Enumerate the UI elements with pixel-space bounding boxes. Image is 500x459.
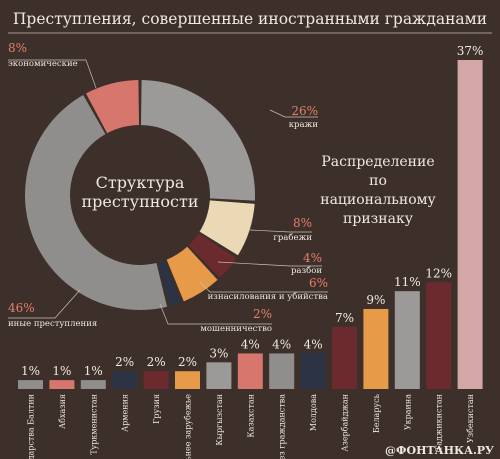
bar [80,380,106,389]
bar-chart: 1% государства Балтии 1% Абхазия 1% Туркменис… [18,44,483,459]
bar-category-label: государства Балтии [27,394,36,459]
bar-value-label: 2% [178,355,197,369]
bar-title-line-1: Распределение [321,154,434,170]
donut-slice-pct: 2% [253,307,272,321]
donut-center-label-line-1: Структура [96,173,185,192]
donut-slice [25,95,168,310]
bar-category-label: Беларусь [372,393,381,433]
bar [457,60,483,389]
donut-labels: 26% кражи 8% грабежи 4%разбои6%изнасилования… [8,41,328,334]
main-title: Преступления, совершенные иностранными г… [13,10,487,28]
bar-value-label: 11% [394,275,421,289]
donut-slice [140,80,255,201]
bar-category-label: Армения [121,394,130,432]
bar-value-label: 1% [52,364,71,378]
bar-category-label: Молдова [309,394,318,431]
bar [332,326,357,389]
bar-value-label: 3% [209,346,228,360]
bar-category-label: дальнее зарубежье [184,394,193,459]
bar-value-label: 7% [335,311,354,325]
donut-slice-label: грабежи [273,232,312,243]
donut-slice-pct: 8% [8,41,27,55]
bar-value-label: 9% [366,293,385,307]
donut-slice-pct: 6% [309,276,328,290]
donut-slice-pct: 4% [303,251,322,265]
donut-slice-label: экономические [8,59,78,69]
bar [237,353,263,389]
bar-title-line-4: признаку [343,211,414,227]
donut-slice [86,80,140,134]
bar-value-label: 37% [457,44,484,58]
bar-value-label: 2% [115,355,134,369]
bar-title-line-3: национальному [320,192,436,208]
watermark: @ФОНТАНКА.РУ [385,444,494,457]
donut-slice-label: кражи [289,120,319,130]
bar [269,353,295,389]
bar [394,291,420,389]
bar-category-label: Азербайджан [341,394,350,452]
donut-slice-label: разбои [291,265,322,276]
bar-category-label: Таджикистан [435,394,444,451]
bar-category-label: Казахстан [246,394,255,438]
donut-center-label-line-2: преступности [81,192,198,211]
donut-leader-line [8,289,81,319]
bar [18,380,43,389]
bar [363,308,389,389]
bar-category-label: Узбекистан [466,394,475,443]
donut-chart [25,80,255,310]
bar-category-label: Грузия [152,394,161,424]
donut-slice-label: изнасилования и убийства [208,291,328,302]
donut-leader-line [159,303,272,325]
bar [112,371,138,389]
bar-value-label: 4% [241,337,260,351]
bar [175,371,200,389]
donut-leader-line [199,281,328,293]
bar-title-line-2: по [369,173,387,189]
donut-slice-pct: 46% [8,301,35,315]
donut-slice-label: мошенничество [200,324,272,334]
bar-value-label: 4% [304,337,323,351]
bar [426,282,452,389]
bar [206,362,232,389]
donut-leader-line [249,229,312,233]
bar-category-label: Украина [403,394,412,430]
bar [143,371,169,389]
donut-slice-pct: 26% [291,104,318,118]
donut-slice [188,233,237,278]
bar-category-label: Кыргызстан [215,394,224,446]
donut-slice [199,200,255,256]
donut-slice [158,260,181,306]
bar-value-label: 1% [21,364,40,378]
bar-category-label: Туркменистан [89,394,98,455]
bar-value-label: 12% [425,266,452,280]
donut-leader-line [217,261,322,267]
donut-slice-label: иные преступления [8,319,97,329]
donut-leader-line [269,109,318,118]
donut-slice [166,246,218,302]
bar-chart-title: Распределение по национальному признаку [320,154,436,227]
bar [49,380,75,389]
bar-value-label: 2% [147,355,166,369]
donut-leader-line [8,59,97,89]
donut-slice-pct: 8% [293,216,312,230]
bar [300,353,326,389]
bar-category-label: без гражданства [278,394,287,459]
bar-value-label: 1% [84,364,103,378]
bar-value-label: 4% [272,337,291,351]
bar-category-label: Абхазия [58,394,67,429]
